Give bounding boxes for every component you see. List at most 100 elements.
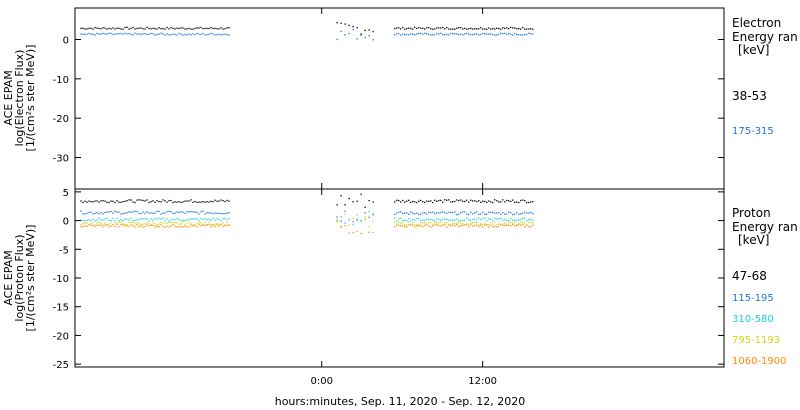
data-point [206, 33, 208, 36]
data-point [494, 34, 496, 36]
data-point [94, 212, 96, 214]
series-proton-310-580 [80, 210, 534, 226]
data-point [520, 221, 522, 223]
data-point [144, 226, 146, 228]
data-point [404, 219, 406, 222]
data-point [430, 226, 432, 228]
data-point [460, 27, 462, 29]
data-point [480, 224, 482, 226]
data-point [498, 27, 500, 30]
data-point [186, 28, 188, 30]
data-point [154, 217, 156, 219]
data-point [176, 34, 178, 36]
data-point [178, 223, 180, 225]
data-point [438, 199, 440, 202]
data-point [424, 28, 426, 30]
data-point [506, 219, 508, 221]
data-point [198, 201, 200, 203]
data-point [120, 201, 122, 203]
data-point [428, 221, 430, 224]
data-point [474, 28, 476, 30]
data-point [158, 217, 160, 219]
data-point [394, 226, 396, 228]
data-point [112, 217, 114, 219]
data-point [484, 213, 486, 215]
data-point [448, 219, 450, 221]
data-point [430, 222, 432, 224]
data-point [528, 32, 530, 34]
data-point [126, 33, 128, 35]
data-point [436, 200, 438, 202]
data-point [150, 224, 152, 226]
data-point [220, 220, 222, 222]
data-point [80, 33, 82, 35]
data-point [396, 33, 398, 35]
proton-panel-frame [74, 188, 725, 368]
data-point [96, 224, 98, 226]
data-point [132, 219, 134, 222]
data-point [452, 219, 454, 221]
data-point [352, 26, 354, 28]
data-point [182, 211, 184, 214]
data-point [136, 222, 138, 224]
data-point [162, 28, 164, 30]
data-point [492, 211, 494, 213]
data-point [518, 34, 520, 36]
data-point [418, 223, 420, 226]
data-point [146, 26, 148, 28]
data-point [156, 33, 158, 36]
data-point [502, 219, 504, 221]
data-point [160, 218, 162, 220]
ytick-label-proton-1: 0 [63, 217, 69, 228]
data-point [194, 200, 196, 203]
data-point [112, 212, 114, 214]
data-point [462, 219, 464, 221]
data-point [88, 200, 90, 202]
data-point [428, 33, 430, 35]
data-point [340, 226, 342, 229]
data-point [198, 222, 200, 224]
data-point [394, 217, 396, 219]
data-point [398, 224, 400, 226]
data-point [532, 33, 534, 35]
proton-legend-entry-1: 47-68 [732, 269, 767, 283]
data-point [150, 218, 152, 220]
data-point [526, 224, 528, 226]
data-point [452, 222, 454, 224]
data-point [404, 28, 406, 30]
data-point [456, 33, 458, 35]
data-point [116, 217, 118, 220]
data-point [134, 32, 136, 34]
data-point [200, 222, 202, 224]
data-point [226, 27, 228, 29]
data-point [192, 225, 194, 227]
data-point [396, 212, 398, 214]
data-point [190, 199, 192, 201]
data-point [364, 29, 366, 32]
data-point [372, 214, 374, 216]
data-point [496, 212, 498, 214]
data-point [498, 225, 500, 228]
data-point [442, 224, 444, 226]
data-point [466, 224, 468, 226]
data-point [144, 218, 146, 220]
data-point [202, 218, 204, 221]
data-point [218, 200, 220, 202]
data-point [476, 200, 478, 203]
data-point [474, 221, 476, 223]
data-point [458, 219, 460, 222]
data-point [150, 212, 152, 214]
data-point [128, 219, 130, 221]
data-point [364, 218, 366, 220]
data-point [482, 223, 484, 226]
data-point [204, 221, 206, 223]
data-point [156, 28, 158, 30]
data-point [482, 32, 484, 35]
data-point [168, 28, 170, 30]
data-point [398, 32, 400, 35]
data-point [228, 212, 230, 214]
data-point [450, 28, 452, 30]
data-point [210, 27, 212, 29]
data-point [110, 200, 112, 202]
data-point [150, 32, 152, 35]
